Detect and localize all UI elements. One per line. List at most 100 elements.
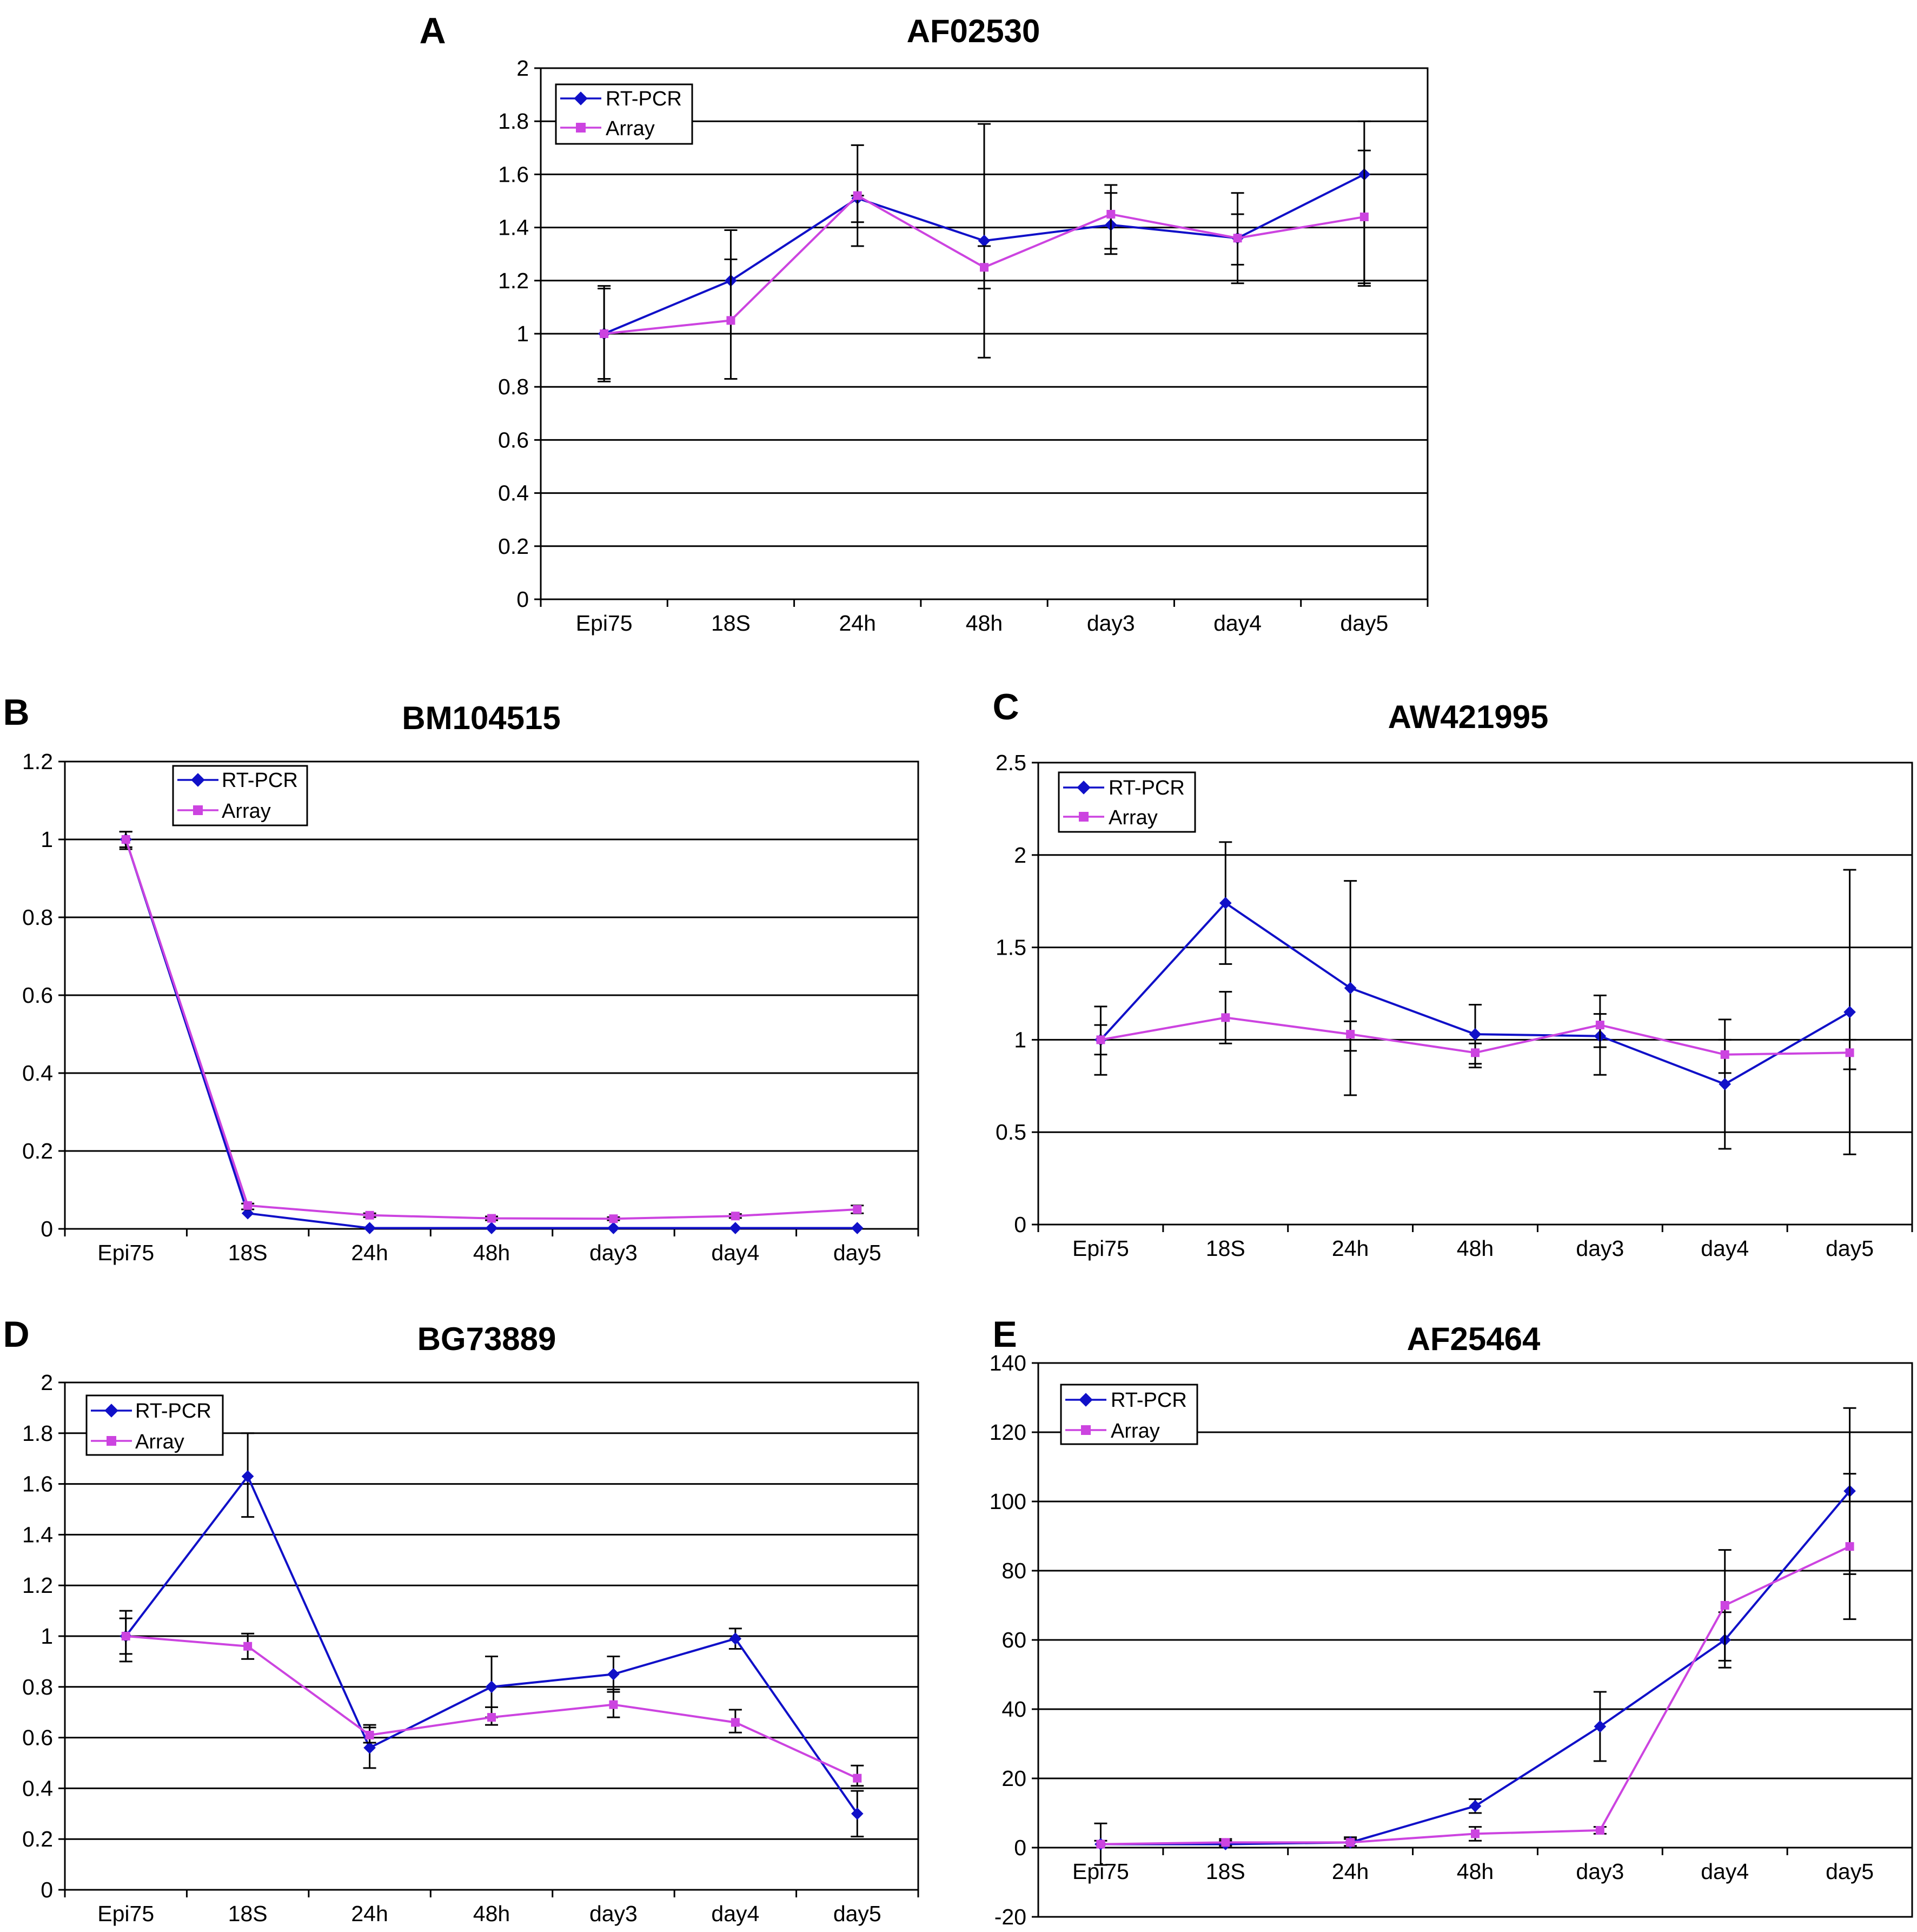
y-tick-label: 0.8 xyxy=(22,1675,53,1699)
legend-label-array: Array xyxy=(606,117,655,140)
x-tick-label: 48h xyxy=(1457,1236,1494,1261)
y-tick-label: 0 xyxy=(1014,1835,1026,1860)
y-tick-label: 1.4 xyxy=(498,215,529,240)
data-point-array xyxy=(1595,1021,1604,1030)
y-tick-label: 0.6 xyxy=(498,427,529,452)
data-point-array xyxy=(853,1205,862,1214)
panel-letter: D xyxy=(3,1314,29,1355)
data-point-rt-pcr xyxy=(485,1680,498,1693)
data-point-array xyxy=(731,1718,740,1727)
x-tick-label: day5 xyxy=(1826,1236,1874,1261)
x-tick-label: day3 xyxy=(1087,611,1135,636)
y-tick-label: 0.8 xyxy=(22,905,53,930)
data-point-rt-pcr xyxy=(1469,1028,1482,1041)
y-tick-label: 2 xyxy=(1014,843,1026,868)
data-point-rt-pcr xyxy=(729,1632,742,1645)
x-tick-label: 24h xyxy=(351,1240,388,1265)
chart-panel-a: A AF02530 0 0.2 0.4 0.6 0.8 1 1.2 1.4 1.6 1.8 2 Epi… xyxy=(419,10,1429,636)
plot-frame xyxy=(540,67,1429,600)
data-point-rt-pcr xyxy=(1469,1799,1482,1812)
data-point-rt-pcr xyxy=(1344,982,1357,995)
y-tick-label: 1.6 xyxy=(22,1472,53,1497)
y-tick-label: 2 xyxy=(41,1370,53,1395)
y-tick-label: 2.5 xyxy=(996,750,1026,775)
data-point-rt-pcr xyxy=(363,1222,376,1234)
y-tick-label: 0.5 xyxy=(996,1120,1026,1144)
y-tick-label: 1.5 xyxy=(996,935,1026,960)
data-point-array xyxy=(121,835,130,844)
x-tick-label: 18S xyxy=(711,611,751,636)
data-point-rt-pcr xyxy=(607,1668,620,1680)
x-tick-label: 24h xyxy=(1332,1236,1369,1261)
y-tick-label: 0.8 xyxy=(498,374,529,399)
data-point-rt-pcr xyxy=(241,1207,254,1220)
x-tick-label: Epi75 xyxy=(1072,1236,1129,1261)
data-point-rt-pcr xyxy=(978,234,991,247)
x-tick-label: 18S xyxy=(228,1901,268,1926)
x-tick-label: 24h xyxy=(839,611,876,636)
data-point-array xyxy=(121,1632,130,1640)
x-tick-label: day5 xyxy=(1340,611,1388,636)
y-tick-label: 1 xyxy=(41,827,53,852)
x-tick-label: 48h xyxy=(473,1240,510,1265)
data-point-array xyxy=(726,316,735,325)
plot-frame xyxy=(1037,762,1913,1226)
x-tick-label: day4 xyxy=(711,1240,759,1265)
y-tick-label: 0 xyxy=(516,587,529,612)
chart-title: AF02530 xyxy=(907,13,1040,49)
data-point-array xyxy=(1096,1840,1105,1849)
data-point-array xyxy=(487,1713,496,1722)
y-tick-label: 0 xyxy=(1014,1212,1026,1237)
data-point-array xyxy=(1221,1838,1230,1847)
chart-panel-b: B BM104515 0 0.2 0.4 0.6 0.8 1 1.2 Epi75 18S 24h 4… xyxy=(3,692,919,1265)
y-tick-label: 1.2 xyxy=(22,1573,53,1598)
legend-marker-array xyxy=(193,805,203,815)
legend: RT-PCR Array xyxy=(555,83,693,145)
plot-area: 0 0.2 0.4 0.6 0.8 1 1.2 1.4 1.6 1.8 2 Epi75 18S 24h 48… xyxy=(498,56,1429,636)
legend-label-array: Array xyxy=(135,1431,184,1453)
data-point-rt-pcr xyxy=(1719,1078,1732,1090)
y-tick-label: 1 xyxy=(1014,1027,1026,1052)
data-point-array xyxy=(1471,1048,1480,1057)
data-point-array xyxy=(853,1774,862,1783)
data-point-array xyxy=(980,263,989,272)
plot-frame xyxy=(64,1381,919,1891)
chart-title: BM104515 xyxy=(402,700,561,736)
y-tick-label: 0.4 xyxy=(22,1776,53,1801)
data-point-rt-pcr xyxy=(851,1807,864,1820)
x-tick-label: 48h xyxy=(966,611,1003,636)
legend-marker-array xyxy=(1081,1425,1091,1435)
x-tick-label: 24h xyxy=(1332,1859,1369,1884)
legend: RT-PCR Array xyxy=(1060,1384,1198,1445)
data-point-array xyxy=(1471,1829,1480,1838)
x-tick-label: 48h xyxy=(1457,1859,1494,1884)
data-point-array xyxy=(1720,1601,1729,1610)
y-tick-label: 0.6 xyxy=(22,983,53,1008)
y-tick-label: 0 xyxy=(41,1877,53,1902)
y-tick-label: 1 xyxy=(516,321,529,346)
chart-title: AF25464 xyxy=(1407,1321,1541,1357)
data-point-array xyxy=(1233,234,1242,243)
chart-panel-c: C AW421995 0 0.5 1 1.5 2 2.5 Epi75 18S 24h 48h day… xyxy=(992,686,1913,1261)
x-tick-label: day4 xyxy=(711,1901,759,1926)
legend-box xyxy=(1058,771,1196,833)
legend-marker-array xyxy=(576,123,586,133)
y-tick-label: 40 xyxy=(1001,1697,1026,1722)
data-point-array xyxy=(1845,1542,1854,1551)
legend-marker-array xyxy=(1079,812,1089,822)
x-tick-label: day4 xyxy=(1701,1859,1749,1884)
panel-letter: C xyxy=(992,686,1019,727)
y-tick-label: 1.8 xyxy=(22,1421,53,1446)
plot-area: 0 0.5 1 1.5 2 2.5 Epi75 18S 24h 48h day3 day4 day5 xyxy=(996,750,1913,1261)
x-tick-label: 18S xyxy=(228,1240,268,1265)
x-tick-label: day4 xyxy=(1213,611,1262,636)
legend-label-rt-pcr: RT-PCR xyxy=(222,769,298,792)
x-tick-label: day5 xyxy=(833,1240,881,1265)
y-tick-label: 0.4 xyxy=(498,481,529,506)
y-tick-label: 80 xyxy=(1001,1558,1026,1583)
data-point-array xyxy=(1595,1826,1604,1835)
data-point-array xyxy=(731,1212,740,1221)
y-tick-label: 1.4 xyxy=(22,1522,53,1547)
y-tick-label: 0 xyxy=(41,1216,53,1241)
